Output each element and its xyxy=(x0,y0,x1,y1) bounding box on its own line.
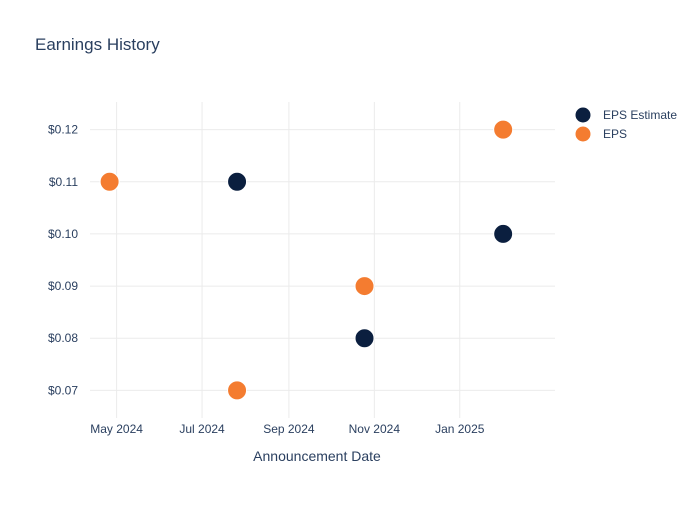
eps-point[interactable] xyxy=(493,119,514,140)
y-axis-ticks: $0.07 $0.08 $0.09 $0.10 $0.11 $0.12 xyxy=(48,123,78,398)
legend-marker-eps-estimate[interactable] xyxy=(574,106,592,124)
eps-point[interactable] xyxy=(99,171,120,192)
legend: EPS Estimate EPS xyxy=(574,106,677,143)
y-tick-label: $0.11 xyxy=(49,175,78,189)
x-tick-label: Sep 2024 xyxy=(263,422,315,436)
x-tick-label: Jan 2025 xyxy=(435,422,485,436)
legend-label-eps-estimate[interactable]: EPS Estimate xyxy=(603,108,677,122)
legend-marker-eps[interactable] xyxy=(574,125,592,143)
x-tick-label: Jul 2024 xyxy=(179,422,225,436)
y-tick-label: $0.10 xyxy=(48,227,78,241)
legend-label-eps[interactable]: EPS xyxy=(603,127,627,141)
grid xyxy=(90,102,555,418)
data-points xyxy=(99,119,514,401)
x-axis-ticks: May 2024 Jul 2024 Sep 2024 Nov 2024 Jan 2025 xyxy=(90,422,485,436)
y-tick-label: $0.07 xyxy=(48,383,78,397)
eps-estimate-point[interactable] xyxy=(227,171,248,192)
x-tick-label: May 2024 xyxy=(90,422,143,436)
eps-estimate-point[interactable] xyxy=(354,328,375,349)
y-tick-label: $0.09 xyxy=(48,279,78,293)
chart-title: Earnings History xyxy=(35,35,160,54)
x-tick-label: Nov 2024 xyxy=(349,422,401,436)
eps-point[interactable] xyxy=(227,380,248,401)
y-tick-label: $0.12 xyxy=(48,123,78,137)
x-axis-label: Announcement Date xyxy=(253,448,381,464)
eps-point[interactable] xyxy=(354,276,375,297)
y-tick-label: $0.08 xyxy=(48,331,78,345)
eps-estimate-point[interactable] xyxy=(493,223,514,244)
